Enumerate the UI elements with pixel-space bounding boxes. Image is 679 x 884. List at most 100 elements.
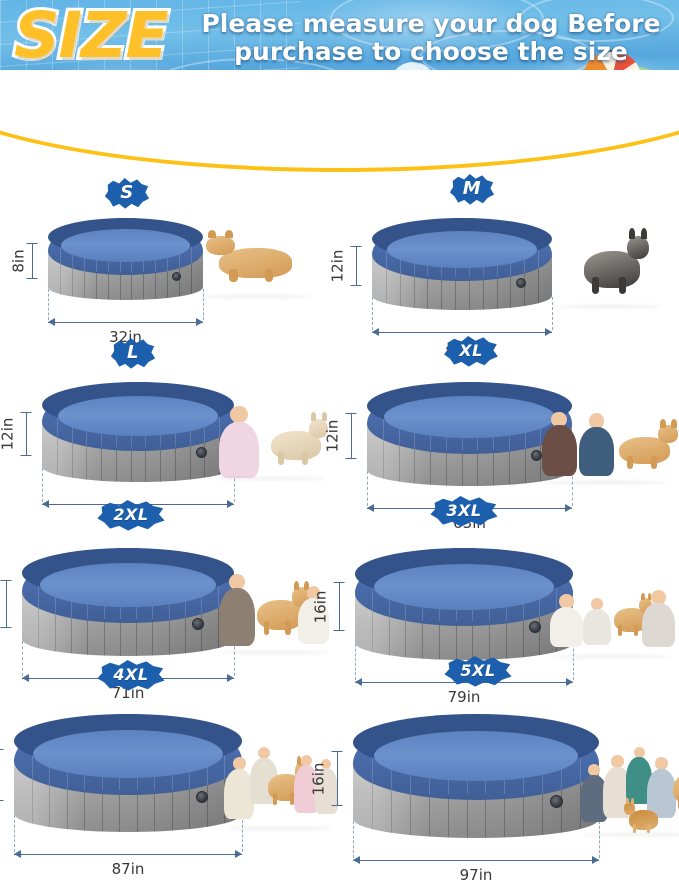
- person-body-shape: [218, 588, 255, 647]
- dog-head-shape: [623, 802, 636, 815]
- dog-leg-shape: [646, 823, 651, 833]
- dimension-arrow-left: [42, 500, 49, 508]
- panel-seam: [101, 422, 102, 482]
- person-head-shape: [230, 405, 248, 424]
- panel-seam: [429, 764, 430, 838]
- dimension-arrow-right: [592, 856, 599, 864]
- subject-kids-dog: [539, 388, 679, 486]
- height-dimension-xl: 12in: [324, 413, 357, 459]
- size-card-s: S 8in 32in: [0, 146, 340, 346]
- dimension-line: [353, 860, 599, 861]
- panel-seam: [96, 251, 97, 300]
- ground-shadow: [216, 477, 326, 480]
- dimension-cap: [350, 285, 362, 286]
- pool-floor: [387, 231, 537, 268]
- dimension-line: [6, 580, 7, 628]
- person-head-shape: [301, 755, 313, 767]
- panel-seam: [525, 424, 526, 486]
- panel-seam: [456, 593, 457, 660]
- size-badge-l[interactable]: L: [110, 336, 156, 370]
- beach-ball-icon: [390, 62, 436, 108]
- size-badge-xl[interactable]: XL: [443, 334, 499, 368]
- extension-line: [234, 641, 235, 676]
- subject-photo-l: [212, 384, 330, 482]
- subject-dog-corgi: [198, 214, 316, 300]
- dimension-cap: [345, 413, 357, 414]
- dog-ear-shape: [641, 227, 648, 239]
- extension-line: [203, 289, 204, 320]
- panel-seam: [32, 761, 33, 832]
- size-badge-m[interactable]: M: [449, 172, 495, 206]
- panel-seam: [523, 764, 524, 838]
- panel-seam: [497, 255, 498, 310]
- ground-shadow: [544, 481, 668, 484]
- dimension-arrow-left: [353, 856, 360, 864]
- height-dimension-label: 16in: [311, 590, 330, 623]
- dog-ear-shape: [303, 580, 309, 590]
- dog-leg-shape: [264, 268, 274, 283]
- dimension-arrow-right: [566, 678, 573, 686]
- subject-fam3-dog: [547, 560, 675, 660]
- person-head-shape: [232, 757, 247, 771]
- panel-seam: [131, 422, 132, 482]
- subject-photo-2xl: [214, 556, 334, 656]
- panel-seam: [399, 424, 400, 486]
- height-dimension-5xl: 16in: [310, 751, 343, 806]
- dimension-arrow-left: [367, 504, 374, 512]
- panel-seam: [414, 424, 415, 486]
- size-badge-label: 3XL: [446, 500, 482, 520]
- dog-leg-shape: [634, 624, 639, 636]
- pool-illustration-2xl: [22, 548, 234, 656]
- panel-seam: [167, 251, 168, 300]
- panel-seam: [472, 593, 473, 660]
- dimension-line: [14, 854, 242, 855]
- panel-seam: [160, 422, 161, 482]
- pool-illustration-l: [42, 382, 234, 482]
- dog-leg-shape: [626, 456, 633, 469]
- dog-ear-shape: [310, 412, 317, 422]
- panel-seam: [218, 591, 219, 656]
- size-badge-2xl[interactable]: 2XL: [96, 498, 166, 532]
- size-badge-5xl[interactable]: 5XL: [443, 654, 513, 688]
- subject-photo-5xl: [577, 732, 679, 838]
- panel-seam: [189, 761, 190, 832]
- dog-ear-shape: [293, 580, 299, 590]
- extension-line: [14, 815, 15, 852]
- person-body-shape: [579, 427, 615, 477]
- height-dimension-label: 12in: [323, 419, 342, 453]
- dog-head-shape: [206, 236, 236, 255]
- drain-plug-icon: [529, 621, 541, 633]
- pool-floor: [384, 396, 555, 438]
- dog-leg-shape: [285, 621, 291, 635]
- pool-illustration-3xl: [355, 548, 573, 660]
- dog-leg-shape: [263, 621, 270, 635]
- size-card-2xl: 2XL 12in 71in: [0, 476, 340, 702]
- dimension-arrow-right: [565, 504, 572, 512]
- panel-seam: [489, 593, 490, 660]
- size-card-4xl: 4XL 16in 87in: [0, 642, 340, 878]
- dimension-line: [337, 751, 338, 806]
- person-body-shape: [641, 603, 675, 648]
- panel-seam: [87, 591, 88, 656]
- dimension-cap: [331, 751, 343, 752]
- dimension-line: [32, 243, 33, 279]
- panel-seam: [446, 424, 447, 486]
- size-badge-s[interactable]: S: [104, 176, 150, 210]
- person-body-shape: [314, 768, 338, 815]
- panel-seam: [120, 251, 121, 300]
- panel-seam: [400, 255, 401, 310]
- header-headline: Please measure your dog Before purchase …: [196, 10, 666, 66]
- ground-shadow: [559, 305, 663, 308]
- extension-line: [367, 471, 368, 506]
- person-head-shape: [611, 755, 624, 768]
- size-badge-label: 5XL: [460, 660, 496, 680]
- dog-ear-shape: [647, 592, 652, 600]
- size-badge-3xl[interactable]: 3XL: [429, 494, 499, 528]
- panel-seam: [102, 761, 103, 832]
- dog-leg-shape: [273, 792, 278, 806]
- size-badge-4xl[interactable]: 4XL: [96, 658, 166, 692]
- panel-seam: [116, 422, 117, 482]
- panel-seam: [104, 591, 105, 656]
- dimension-arrow-left: [372, 328, 379, 336]
- width-dimension-4xl: 87in: [14, 848, 242, 878]
